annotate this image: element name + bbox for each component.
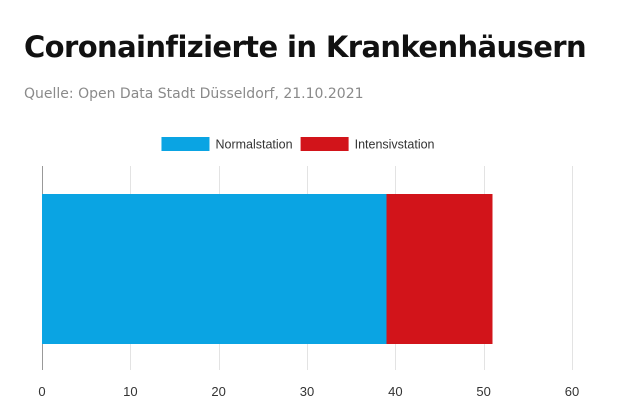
x-tick-label: 60 bbox=[565, 384, 579, 399]
chart-title: Coronainfizierte in Krankenhäusern bbox=[24, 30, 587, 64]
x-tick-label: 10 bbox=[123, 384, 137, 399]
legend-swatch-intensivstation bbox=[300, 137, 349, 151]
x-tick-label: 20 bbox=[211, 384, 225, 399]
x-axis: 0 10 20 30 40 50 60 bbox=[38, 384, 579, 399]
bar-stack bbox=[42, 194, 493, 344]
legend: Normalstation Intensivstation bbox=[161, 137, 435, 152]
x-tick-label: 40 bbox=[388, 384, 402, 399]
legend-label-normalstation: Normalstation bbox=[215, 138, 292, 152]
bar-segment-intensivstation bbox=[386, 194, 493, 344]
x-tick-label: 0 bbox=[38, 384, 45, 399]
legend-label-intensivstation: Intensivstation bbox=[355, 138, 435, 152]
x-tick-label: 50 bbox=[476, 384, 490, 399]
legend-swatch-normalstation bbox=[161, 137, 210, 151]
chart-source: Quelle: Open Data Stadt Düsseldorf, 21.1… bbox=[24, 86, 364, 102]
x-tick-label: 30 bbox=[300, 384, 314, 399]
bar-segment-normalstation bbox=[42, 194, 387, 344]
